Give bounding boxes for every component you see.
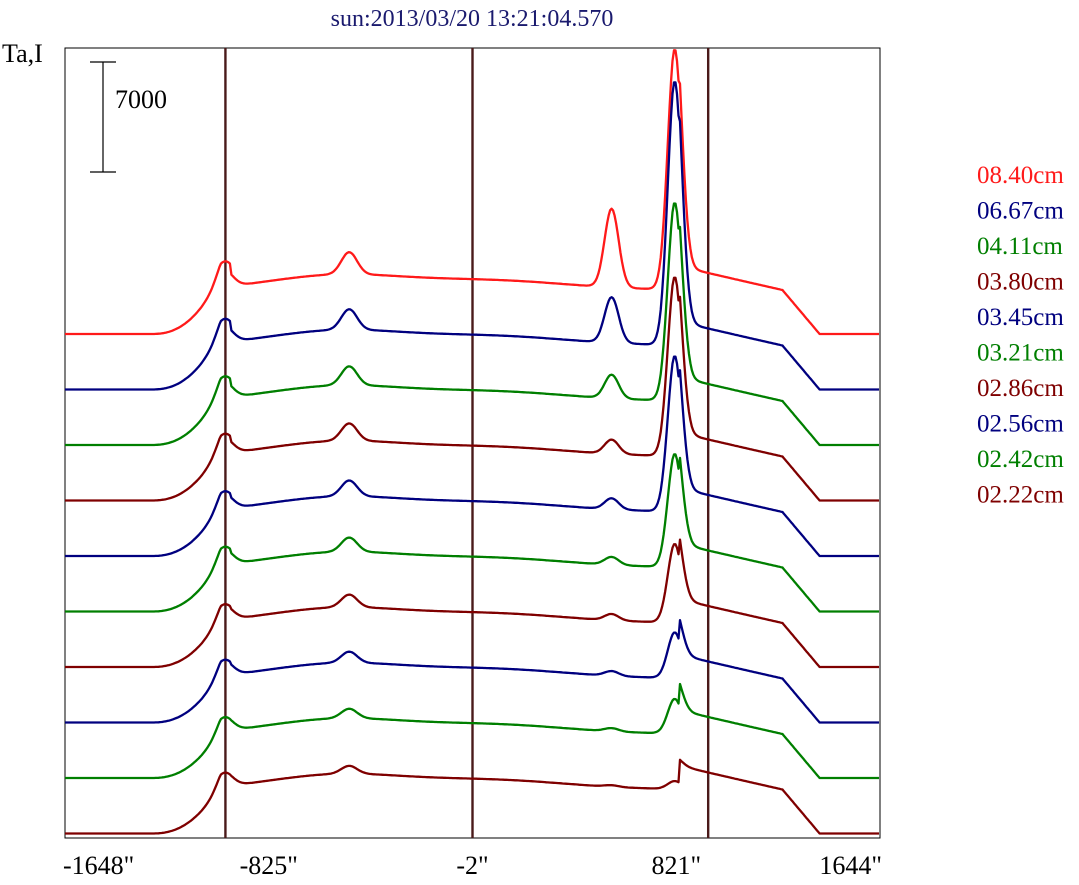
x-tick-label: 821" — [651, 851, 701, 880]
trace-04.11cm — [65, 202, 879, 447]
scale-bar: 7000 — [90, 61, 167, 173]
legend-item: 03.80cm — [977, 269, 1064, 296]
trace-02.42cm — [65, 682, 879, 780]
vertical-markers — [224, 48, 710, 838]
trace-08.40cm — [65, 49, 879, 336]
x-tick-label: 1644" — [819, 851, 882, 880]
trace-03.80cm — [65, 276, 879, 502]
trace-06.67cm — [65, 81, 879, 391]
legend-item: 02.22cm — [977, 482, 1064, 509]
legend: 08.40cm 06.67cm 04.11cm 03.80cm 03.45cm 03.21… — [977, 162, 1064, 509]
traces — [65, 49, 879, 835]
trace-02.22cm — [65, 758, 879, 835]
chart-title: sun:2013/03/20 13:21:04.570 — [331, 6, 614, 32]
legend-item: 06.67cm — [977, 198, 1064, 225]
x-tick-label: -825" — [240, 851, 298, 880]
legend-item: 04.11cm — [977, 233, 1063, 260]
scale-bar-label: 7000 — [115, 85, 167, 114]
legend-item: 08.40cm — [977, 162, 1064, 189]
x-tick-label: -1648" — [63, 851, 134, 880]
trace-03.45cm — [65, 355, 879, 558]
trace-03.21cm — [65, 453, 879, 613]
trace-02.86cm — [65, 538, 879, 669]
legend-item: 02.86cm — [977, 375, 1064, 402]
legend-item: 02.56cm — [977, 411, 1064, 438]
x-tick-label: -2" — [456, 851, 488, 880]
legend-item: 03.21cm — [977, 340, 1064, 367]
legend-item: 03.45cm — [977, 304, 1064, 331]
y-axis-label: Ta,I — [2, 39, 43, 68]
legend-item: 02.42cm — [977, 446, 1064, 473]
trace-02.56cm — [65, 619, 879, 724]
x-tick-labels: -1648" -825" -2" 821" 1644" — [63, 851, 882, 880]
